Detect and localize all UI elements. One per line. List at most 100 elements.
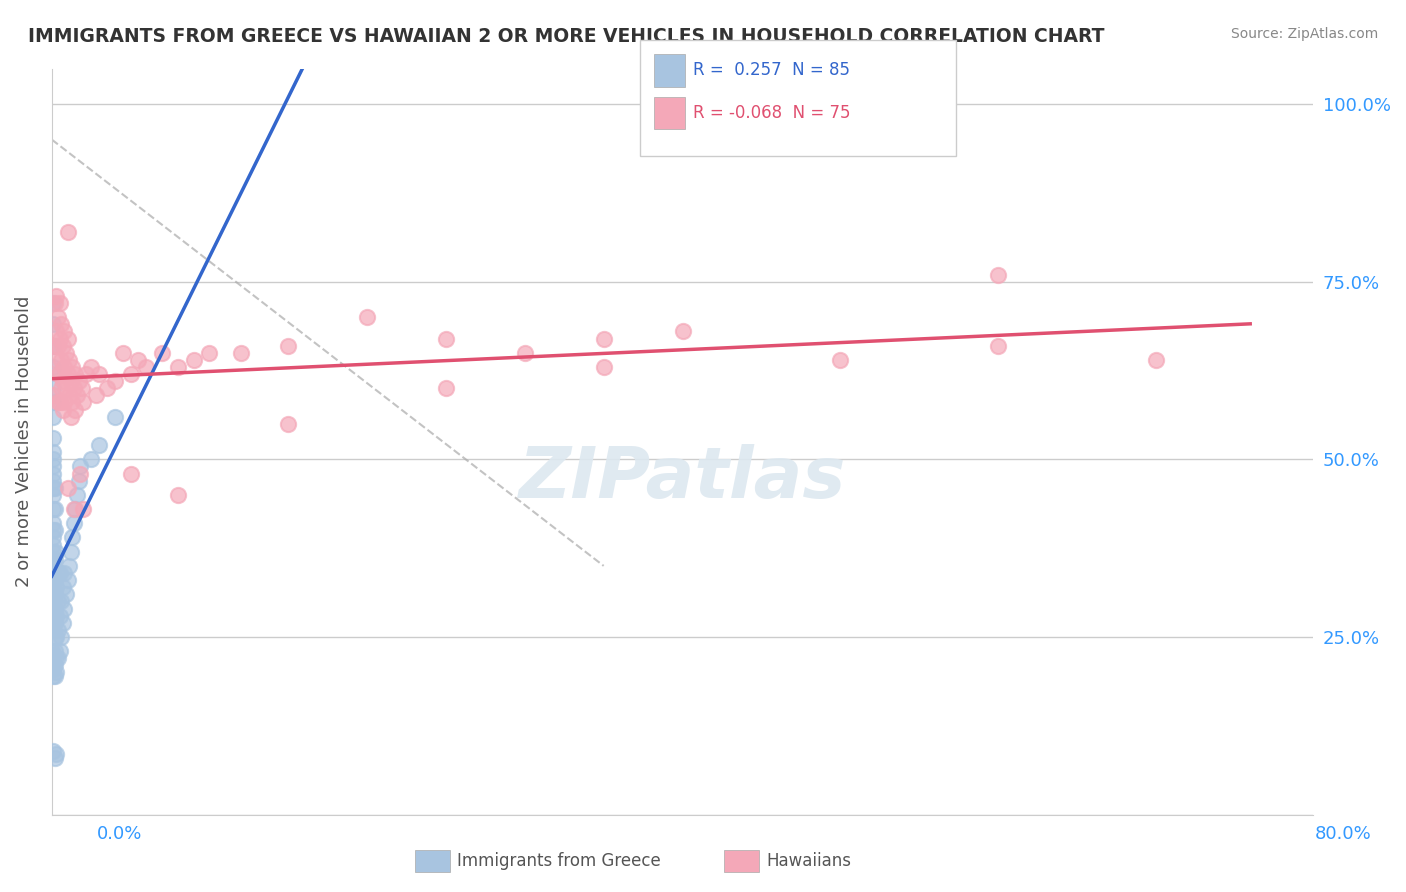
Point	[60, 531, 83, 545]
Point	[167, 488, 190, 502]
Point	[44, 630, 66, 644]
Point	[46, 338, 69, 352]
Point	[42, 601, 65, 615]
Point	[52, 338, 75, 352]
Point	[56, 573, 79, 587]
Text: 80.0%: 80.0%	[1315, 825, 1371, 843]
Point	[44, 750, 66, 764]
Point	[44, 481, 66, 495]
Point	[44, 573, 66, 587]
Point	[63, 381, 86, 395]
Point	[51, 318, 73, 332]
Point	[42, 445, 65, 459]
Point	[84, 388, 107, 402]
Point	[55, 381, 77, 395]
Point	[45, 630, 67, 644]
Point	[66, 488, 89, 502]
Point	[45, 352, 67, 367]
Point	[42, 580, 65, 594]
Point	[58, 352, 80, 367]
Point	[45, 665, 67, 680]
Point	[42, 662, 65, 676]
Point	[65, 402, 87, 417]
Point	[42, 531, 65, 545]
Point	[42, 502, 65, 516]
Point	[60, 395, 83, 409]
Point	[42, 516, 65, 531]
Point	[96, 381, 118, 395]
Point	[150, 345, 173, 359]
Point	[42, 481, 65, 495]
Point	[70, 381, 93, 395]
Point	[58, 388, 80, 402]
Point	[46, 566, 69, 580]
Point	[229, 345, 252, 359]
Point	[44, 524, 66, 538]
Point	[45, 544, 67, 558]
Point	[67, 374, 90, 388]
Point	[44, 502, 66, 516]
Point	[59, 409, 82, 424]
Point	[42, 318, 65, 332]
Point	[58, 558, 80, 573]
Point	[42, 566, 65, 580]
Point	[42, 743, 65, 757]
Point	[42, 296, 65, 310]
Point	[42, 409, 65, 424]
Point	[48, 367, 70, 381]
Point	[44, 601, 66, 615]
Point	[42, 598, 65, 612]
Point	[42, 551, 65, 566]
Point	[46, 594, 69, 608]
Point	[42, 467, 65, 481]
Point	[120, 467, 142, 481]
Point	[1144, 352, 1167, 367]
Point	[42, 623, 65, 637]
Point	[42, 388, 65, 402]
Point	[56, 225, 79, 239]
Point	[42, 537, 65, 551]
Point	[59, 374, 82, 388]
Point	[48, 296, 70, 310]
Point	[42, 669, 65, 683]
Point	[42, 558, 65, 573]
Point	[46, 623, 69, 637]
Point	[42, 524, 65, 538]
Point	[44, 551, 66, 566]
Point	[42, 544, 65, 558]
Text: R = -0.068  N = 75: R = -0.068 N = 75	[693, 104, 851, 122]
Point	[44, 669, 66, 683]
Point	[66, 388, 89, 402]
Point	[45, 747, 67, 761]
Point	[65, 367, 87, 381]
Point	[356, 310, 378, 325]
Point	[46, 367, 69, 381]
Point	[111, 345, 134, 359]
Point	[41, 651, 63, 665]
Point	[80, 452, 103, 467]
Point	[53, 395, 76, 409]
Point	[51, 630, 73, 644]
Point	[80, 359, 103, 374]
Point	[830, 352, 852, 367]
Point	[51, 594, 73, 608]
Point	[69, 459, 91, 474]
Point	[671, 325, 693, 339]
Point	[52, 374, 75, 388]
Point	[42, 474, 65, 488]
Point	[592, 359, 614, 374]
Point	[42, 573, 65, 587]
Text: IMMIGRANTS FROM GREECE VS HAWAIIAN 2 OR MORE VEHICLES IN HOUSEHOLD CORRELATION C: IMMIGRANTS FROM GREECE VS HAWAIIAN 2 OR …	[28, 27, 1105, 45]
Point	[53, 566, 76, 580]
Point	[56, 332, 79, 346]
Point	[41, 644, 63, 658]
Point	[42, 381, 65, 395]
Text: R =  0.257  N = 85: R = 0.257 N = 85	[693, 61, 851, 78]
Point	[42, 605, 65, 619]
Point	[45, 651, 67, 665]
Text: Source: ZipAtlas.com: Source: ZipAtlas.com	[1230, 27, 1378, 41]
Point	[42, 488, 65, 502]
Point	[60, 359, 83, 374]
Point	[277, 338, 299, 352]
Point	[44, 338, 66, 352]
